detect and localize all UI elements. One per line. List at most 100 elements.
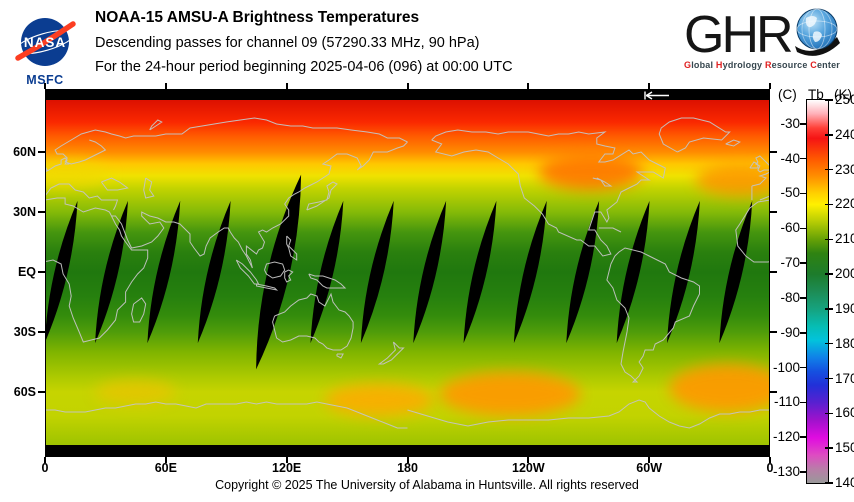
colorbar-celsius-label: -100: [772, 359, 800, 375]
map-tick: [770, 271, 777, 273]
msfc-label: MSFC: [26, 73, 64, 87]
map-tick: [38, 331, 45, 333]
ghrc-letters: GHR: [684, 6, 794, 64]
map-tick: [44, 83, 46, 89]
nasa-meatball-icon: NASA: [15, 18, 76, 66]
ghrc-globe-icon: [794, 8, 840, 56]
colorbar-kelvin-label: 170: [835, 370, 854, 386]
lon-tick-label: 0: [766, 461, 774, 475]
colorbar-kelvin-label: 150: [835, 440, 854, 456]
lat-tick-label: 30N: [13, 205, 36, 219]
coastlines: [45, 117, 770, 429]
map-tick: [406, 83, 409, 89]
colorbar-kelvin-tick: [825, 342, 833, 345]
lon-tick-label: 120W: [512, 461, 545, 475]
map-tick: [164, 457, 167, 463]
lon-tick-label: 0: [41, 461, 49, 475]
colorbar-celsius-label: -60: [780, 220, 800, 236]
colorbar-celsius-label: -40: [780, 150, 800, 166]
lon-tick-label: 60E: [154, 461, 177, 475]
globe-stand-icon: [794, 37, 840, 56]
map-tick: [769, 457, 771, 463]
colorbar-celsius-tick: [800, 401, 807, 404]
page-title: NOAA-15 AMSU-A Brightness Temperatures: [95, 9, 420, 26]
lon-tick-label: 120E: [272, 461, 302, 475]
colorbar-celsius-label: -110: [773, 394, 800, 410]
colorbar-celsius-tick: [800, 332, 807, 334]
map-tick: [527, 83, 530, 89]
colorbar-celsius-tick: [800, 157, 807, 160]
ghrc-tagline-word: Resource: [764, 60, 808, 70]
colorbar-celsius-label: -80: [780, 289, 800, 305]
ghrc-tagline: Global Hydrology Resource Center: [684, 60, 852, 70]
colorbar-kelvin-label: 140: [835, 475, 854, 490]
ghrc-logo-block: GHR Global Hydrology Resource Center: [684, 6, 852, 70]
map-tick: [648, 457, 651, 463]
map-tick: [285, 83, 288, 89]
south-no-data-band: [45, 445, 770, 457]
map-tick: [44, 457, 46, 463]
colorbar-kelvin-tick: [825, 168, 833, 171]
nasa-wordmark: NASA: [24, 35, 66, 50]
lat-tick-label: EQ: [17, 265, 36, 279]
colorbar-celsius-label: -120: [772, 429, 800, 445]
map-tick: [770, 151, 777, 153]
subtitle-period: For the 24-hour period beginning 2025-04…: [95, 59, 513, 75]
nasa-orbit-icon: [15, 29, 75, 55]
nasa-swoosh-icon: [15, 21, 76, 61]
colorbar-celsius-tick: [800, 192, 807, 195]
pass-start-arrow-icon: [644, 91, 669, 100]
colorbar-celsius-tick: [800, 366, 807, 369]
map-tick: [164, 83, 167, 89]
colorbar-kelvin-label: 230: [835, 161, 854, 177]
colorbar-celsius-tick: [800, 123, 807, 125]
ghrc-tagline-word: Global: [684, 60, 714, 70]
colorbar-kelvin-tick: [825, 308, 833, 310]
globe-continents-icon: [805, 16, 822, 42]
warm-anomaly-blobs: [45, 154, 770, 416]
map-tick: [406, 457, 409, 463]
map-tick: [770, 331, 777, 333]
colorbar-kelvin-tick: [825, 447, 833, 449]
colorbar-kelvin-label: 210: [835, 231, 854, 247]
map-tick: [38, 391, 45, 393]
map-tick: [648, 83, 651, 89]
lat-tick-label: 60S: [13, 385, 36, 399]
colorbar-tb-header: Tb: [808, 87, 824, 102]
colorbar-kelvin-label: 190: [835, 300, 854, 316]
map-frame: [45, 89, 770, 457]
ghrc-tagline-word: Hydrology: [715, 60, 763, 70]
colorbar: [806, 99, 829, 484]
colorbar-celsius-label: -90: [780, 324, 800, 340]
colorbar-kelvin-tick: [825, 273, 833, 275]
map-tick: [769, 83, 771, 89]
colorbar-kelvin-label: 160: [835, 405, 854, 421]
map-tick: [38, 211, 45, 213]
colorbar-kelvin-label: 180: [835, 335, 854, 351]
colorbar-celsius-tick: [800, 297, 807, 299]
brightness-temperature-map: [45, 89, 770, 457]
colorbar-celsius-label: -130: [772, 464, 800, 480]
lon-tick-label: 180: [397, 461, 418, 475]
colorbar-celsius-tick: [800, 227, 807, 230]
colorbar-kelvin-tick: [825, 238, 833, 241]
colorbar-kelvin-tick: [825, 203, 833, 206]
colorbar-kelvin-tick: [825, 377, 833, 380]
swath-data-gaps: [45, 174, 753, 370]
colorbar-kelvin-label: 200: [835, 266, 854, 282]
subtitle-channel: Descending passes for channel 09 (57290.…: [95, 35, 480, 51]
lat-tick-label: 30S: [13, 325, 36, 339]
colorbar-celsius-label: -70: [780, 255, 800, 271]
ghrc-tagline-word: Center: [810, 60, 840, 70]
copyright-text: Copyright © 2025 The University of Alaba…: [215, 478, 639, 492]
nasa-logo-block: NASA MSFC: [10, 16, 80, 87]
map-tick: [770, 391, 777, 393]
map-tick: [38, 271, 45, 273]
colorbar-celsius-header: (C): [778, 87, 797, 102]
colorbar-celsius-tick: [800, 262, 807, 264]
colorbar-kelvin-tick: [825, 412, 833, 415]
lat-tick-label: 60N: [13, 145, 36, 159]
colorbar-kelvin-tick: [825, 482, 833, 484]
lon-tick-label: 60W: [636, 461, 662, 475]
